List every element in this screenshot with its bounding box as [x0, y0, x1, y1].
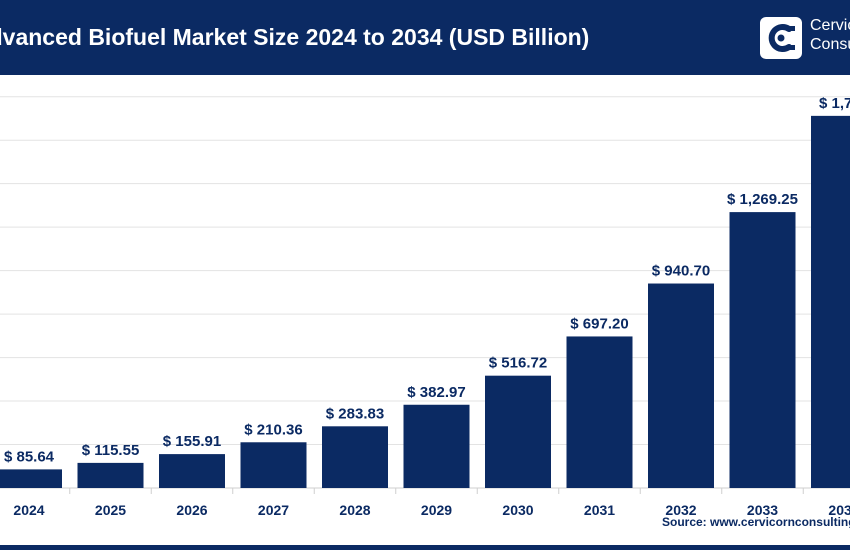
bar — [403, 404, 470, 488]
x-tick-label: 2034 — [828, 502, 850, 518]
data-label: $ 210.36 — [244, 421, 302, 438]
x-tick-label: 2025 — [95, 502, 126, 518]
x-tick-label: 2029 — [421, 502, 452, 518]
data-label: $ 155.91 — [163, 433, 221, 450]
bar-chart: $ 85.64 2024 $ 115.55 2025 $ 155.91 2026 $ 210… — [0, 95, 850, 518]
bar — [729, 212, 796, 488]
cervicorn-logo-icon — [760, 17, 802, 59]
data-label: $ 940.70 — [652, 263, 710, 280]
bar — [566, 336, 633, 488]
bar — [77, 462, 144, 488]
x-tick-label: 2028 — [339, 502, 370, 518]
data-label: $ 382.97 — [407, 384, 465, 401]
logo-wordmark: Cervicorn Consulting — [810, 16, 850, 54]
source-note: Source: www.cervicornconsulting.com — [662, 515, 850, 529]
bar — [159, 454, 225, 488]
data-label: $ 115.55 — [82, 442, 140, 459]
x-tick-label: 2027 — [258, 502, 289, 518]
x-tick-label: 2026 — [176, 502, 207, 518]
x-tick-label: 2032 — [665, 502, 696, 518]
bar — [485, 375, 551, 488]
logo-text-line1: Cervicorn — [810, 17, 850, 34]
data-label: $ 697.20 — [570, 315, 628, 332]
x-tick-label: 2033 — [747, 502, 778, 518]
data-label: $ 85.64 — [4, 448, 55, 465]
data-label: $ 1,712 — [819, 95, 850, 112]
x-tick-label: 2024 — [13, 502, 44, 518]
data-label: $ 1,269.25 — [727, 191, 798, 208]
bar — [811, 115, 850, 488]
bottom-rule — [0, 545, 850, 550]
data-label: $ 283.83 — [326, 405, 384, 422]
bar — [648, 283, 714, 488]
x-tick-label: 2030 — [502, 502, 533, 518]
title-banner: Advanced Biofuel Market Size 2024 to 203… — [0, 0, 850, 75]
logo-text-line2: Consulting — [810, 36, 850, 53]
bar — [0, 469, 62, 488]
data-label: $ 516.72 — [489, 355, 547, 372]
bar — [322, 426, 388, 488]
chart-title: Advanced Biofuel Market Size 2024 to 203… — [0, 24, 590, 50]
x-tick-label: 2031 — [584, 502, 615, 518]
bar — [240, 442, 307, 488]
